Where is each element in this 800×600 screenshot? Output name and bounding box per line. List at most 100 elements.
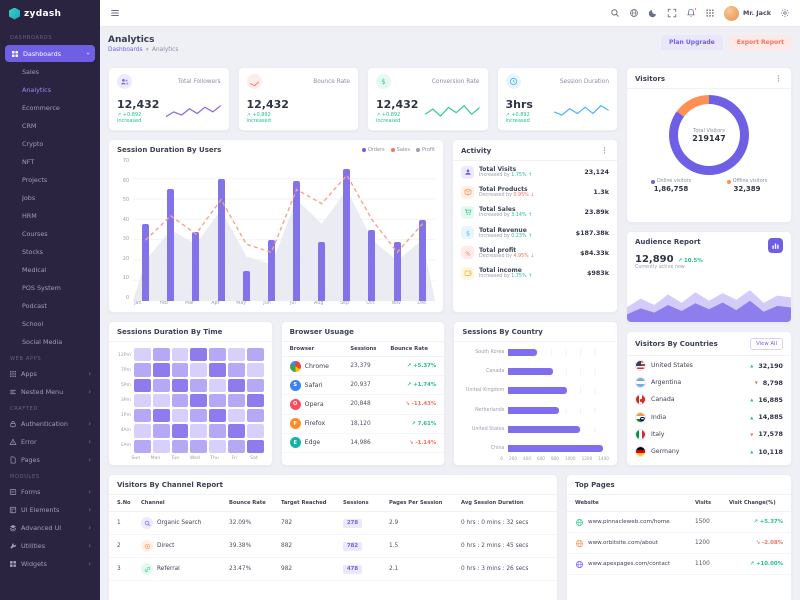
search-icon[interactable] (610, 8, 620, 18)
channel-target: 882 (281, 543, 293, 549)
sidebar-item-stocks[interactable]: Stocks (0, 243, 100, 261)
bottom-row: Visitors By Channel Report S.No Channel Bo… (108, 474, 792, 600)
settings-gear-icon[interactable] (780, 8, 790, 18)
country-list-item: United States ▲ 32,190 (627, 357, 791, 374)
trend-arrow: ▼ (754, 380, 758, 386)
card-title: Visitors By Channel Report (117, 481, 223, 489)
user-menu[interactable]: Mr. Jack (724, 5, 771, 21)
card-menu-icon[interactable] (600, 146, 609, 155)
heatmap-col-label: Fri (231, 456, 237, 461)
heatmap-grid (134, 348, 264, 453)
activity-value: 23.89k (584, 208, 609, 217)
hamburger-icon[interactable] (110, 8, 120, 18)
browser-icon: E (289, 437, 301, 449)
sidebar-item-sales[interactable]: Sales (0, 63, 100, 81)
heatmap-cell (246, 348, 264, 362)
sidebar-item-label: Podcast (22, 302, 47, 310)
sidebar-item-pages[interactable]: Pages › (0, 451, 100, 469)
audience-chart-button[interactable] (768, 238, 783, 253)
stat-card: Session Duration 3hrs ↗ +0.892 increased (496, 67, 618, 131)
browser-row: O Opera 20,848 ↘ -11.43% (281, 395, 445, 415)
donut-legend: Online visitors 1,86,758 Offline visitor… (627, 179, 791, 199)
site-url[interactable]: www.pinnacleweb.com/home (588, 519, 670, 525)
language-icon[interactable] (629, 8, 639, 18)
sidebar-item-school[interactable]: School (0, 315, 100, 333)
stat-title: Total Followers (177, 78, 221, 85)
sidebar-item-ui-elements[interactable]: UI Elements › (0, 501, 100, 519)
x-tick: Mar (185, 301, 195, 306)
activity-icon (461, 165, 474, 179)
stat-value: 3hrs (505, 98, 533, 111)
sidebar-item-social-media[interactable]: Social Media (0, 333, 100, 351)
country-value: 16,885 (758, 395, 783, 404)
fullscreen-icon[interactable] (667, 8, 677, 18)
sidebar-section: MODULES Forms › UI Elements › Advanced U… (0, 469, 100, 573)
sidebar-item-projects[interactable]: Projects (0, 171, 100, 189)
channel-sno: 1 (117, 520, 121, 526)
channel-row: 1 Organic Search 32.09% 782 278 2.9 0 hr… (109, 512, 557, 535)
channel-bounce: 32.09% (229, 520, 252, 526)
sidebar-item-hrm[interactable]: HRM (0, 207, 100, 225)
country-bar-row: South Korea (462, 349, 610, 356)
sidebar-item-icon (11, 50, 19, 58)
y-axis: 70 60 50 40 30 20 10 0 (117, 159, 129, 301)
plan-upgrade-button[interactable]: Plan Upgrade (661, 35, 723, 50)
brand-logo[interactable]: zydash (0, 0, 100, 27)
sidebar-item-apps[interactable]: Apps › (0, 365, 100, 383)
heatmap-cell (228, 378, 245, 392)
sidebar-item-jobs[interactable]: Jobs (0, 189, 100, 207)
breadcrumb-root[interactable]: Dashboards (108, 47, 143, 53)
heatmap-cell (246, 393, 264, 408)
sidebar-item-dashboards[interactable]: Dashboards › (5, 45, 95, 62)
sidebar-item-nft[interactable]: NFT (0, 153, 100, 171)
card-menu-icon[interactable] (774, 74, 783, 83)
activity-label: Total income (479, 267, 522, 275)
avatar (724, 5, 740, 21)
sidebar-item-medical[interactable]: Medical (0, 261, 100, 279)
sidebar-section-items: Authentication › Error › Pages › (0, 415, 100, 469)
sidebar-item-crm[interactable]: CRM (0, 117, 100, 135)
sidebar-item-ecommerce[interactable]: Ecommerce (0, 99, 100, 117)
sidebar-item-analytics[interactable]: Analytics (0, 81, 100, 99)
x-tick: Nov (391, 301, 401, 306)
bar (167, 189, 175, 301)
x-tick: 1000 (564, 456, 576, 461)
country-bar-track (508, 368, 610, 376)
sidebar-item-podcast[interactable]: Podcast (0, 297, 100, 315)
sidebar-item-authentication[interactable]: Authentication › (0, 415, 100, 433)
site-url[interactable]: www.orbitsite.com/about (588, 540, 658, 546)
sidebar-item-forms[interactable]: Forms › (0, 483, 100, 501)
sidebar-item-pos-system[interactable]: POS System (0, 279, 100, 297)
heatmap-cell (190, 348, 208, 362)
site-url[interactable]: www.apexpages.com/contact (588, 561, 671, 567)
visitors-by-countries-card: Visitors By Countries View All United St… (626, 331, 792, 466)
pages-table-header: Website Visits Visit Change(%) (567, 495, 791, 512)
sidebar-item-utilities[interactable]: Utilities › (0, 537, 100, 555)
country-flag (635, 377, 646, 389)
view-all-button[interactable]: View All (750, 338, 783, 350)
channel-col-header: Target Reached (281, 500, 327, 506)
apps-grid-icon[interactable] (705, 8, 715, 18)
activity-change: Increased by 3.14% ↑ (479, 213, 580, 218)
heatmap-cell (171, 424, 189, 438)
website-icon (575, 539, 584, 548)
export-report-button[interactable]: Export Report (728, 35, 792, 50)
sidebar-item-widgets[interactable]: Widgets › (0, 555, 100, 573)
sidebar-item-courses[interactable]: Courses (0, 225, 100, 243)
channel-row: 2 Direct 39.38% 882 782 1.5 0 hrs : 2 mi… (109, 535, 557, 558)
sidebar-item-icon (9, 488, 17, 496)
country-bar-track (508, 387, 610, 395)
sidebar-item-crypto[interactable]: Crypto (0, 135, 100, 153)
legend-dot (726, 179, 731, 184)
bar (242, 270, 250, 301)
sidebar-item-advanced-ui[interactable]: Advanced UI › (0, 519, 100, 537)
heatmap-cell (152, 424, 170, 438)
sidebar-item-error[interactable]: Error › (0, 433, 100, 451)
sidebar-item-nested-menu[interactable]: Nested Menu › (0, 383, 100, 401)
notifications-icon[interactable] (686, 7, 698, 18)
sidebar-item-label: Jobs (22, 194, 36, 202)
activity-change-pct: 4.95% (513, 253, 531, 259)
dark-mode-icon[interactable] (648, 8, 658, 18)
activity-label: Total Products (479, 186, 528, 194)
y-tick: 70 (122, 159, 129, 164)
